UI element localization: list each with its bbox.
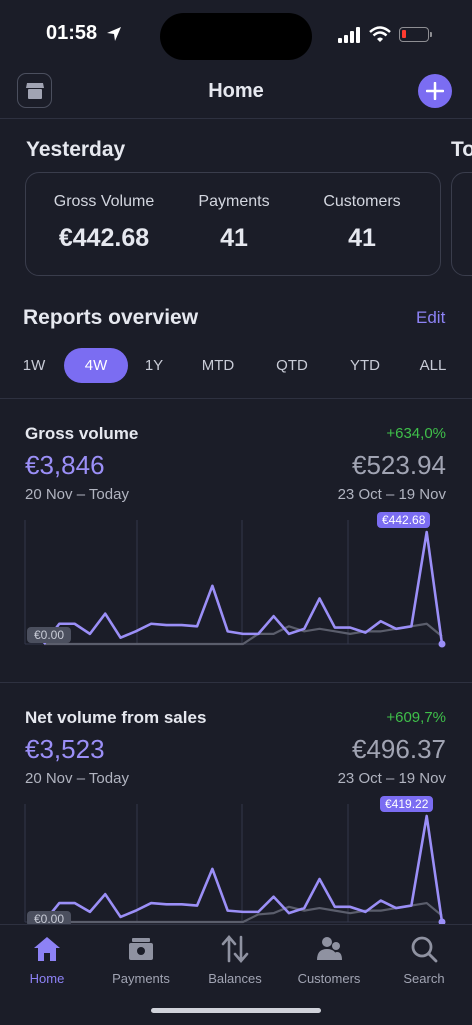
tab-label: Home [29, 971, 65, 986]
net-volume-prev-value: €496.37 [352, 734, 446, 764]
end-point-marker [438, 640, 446, 648]
balances-icon [221, 935, 249, 963]
current-period-line [42, 814, 444, 923]
metric-customers: Customers 41 [310, 193, 414, 253]
reports-divider [0, 398, 472, 399]
metric-value: 41 [348, 224, 376, 252]
metric-label: Customers [323, 193, 401, 210]
net-volume-prev-period: 23 Oct – 19 Nov [337, 770, 446, 787]
gross-volume-value: €3,846 [25, 450, 105, 480]
metric-gross-volume: Gross Volume €442.68 [40, 193, 168, 253]
reports-title: Reports overview [23, 306, 199, 329]
net-volume-period: 20 Nov – Today [25, 770, 129, 787]
gross-volume-max-badge: €442.68 [377, 512, 431, 528]
battery-icon [399, 27, 432, 42]
range-tab-1w[interactable]: 1W [22, 357, 46, 374]
tab-customers[interactable]: Customers [282, 933, 376, 986]
tab-payments[interactable]: Payments [94, 933, 188, 986]
current-period-line [42, 530, 444, 645]
net-volume-min-badge: €0.00 [27, 911, 72, 927]
metric-value: €442.68 [58, 224, 150, 252]
net-volume-value: €3,523 [25, 734, 105, 764]
wifi-icon [369, 26, 391, 42]
edit-reports-link[interactable]: Edit [416, 308, 446, 327]
signal-icon [338, 27, 360, 43]
tab-label: Search [403, 971, 445, 986]
home-icon [34, 937, 60, 961]
yesterday-summary-card[interactable]: Gross Volume €442.68 Payments 41 Custome… [25, 172, 441, 276]
gross-volume-prev-value: €523.94 [352, 450, 446, 480]
tab-search[interactable]: Search [377, 933, 471, 986]
store-icon [25, 82, 44, 99]
gross-volume-title: Gross volume [25, 424, 139, 443]
header-divider [0, 118, 472, 119]
status-time: 01:58 [46, 22, 98, 44]
page-title: Home [208, 80, 264, 102]
customers-icon [317, 937, 342, 960]
tab-label: Customers [297, 971, 361, 986]
add-button[interactable] [418, 74, 452, 108]
metric-value: 41 [220, 224, 248, 252]
tab-label: Balances [208, 971, 262, 986]
today-summary-card-partial[interactable] [451, 172, 472, 276]
range-tab-1y[interactable]: 1Y [144, 357, 164, 374]
payments-icon [129, 938, 153, 960]
previous-period-line [44, 622, 443, 646]
net-volume-max-badge: €419.22 [380, 796, 434, 812]
gross-volume-period: 20 Nov – Today [25, 486, 129, 503]
store-button[interactable] [17, 73, 52, 108]
range-tab-4w[interactable]: 4W [64, 348, 128, 383]
range-tab-all[interactable]: ALL [419, 357, 447, 374]
tab-balances[interactable]: Balances [188, 933, 282, 986]
tab-label: Payments [112, 971, 170, 986]
range-tab-qtd[interactable]: QTD [276, 357, 308, 374]
location-arrow-icon [107, 27, 121, 41]
gross-volume-prev-period: 23 Oct – 19 Nov [337, 486, 446, 503]
search-icon [411, 936, 438, 963]
metric-label: Payments [198, 193, 270, 210]
range-tab-mtd[interactable]: MTD [201, 357, 235, 374]
home-indicator [151, 1008, 321, 1013]
net-volume-title: Net volume from sales [25, 708, 207, 727]
tab-home[interactable]: Home [0, 933, 94, 986]
gross-volume-change: +634,0% [386, 425, 446, 442]
yesterday-title: Yesterday [26, 138, 126, 161]
today-title-partial: To [451, 138, 472, 161]
gross-volume-chart[interactable] [0, 510, 472, 660]
net-volume-chart[interactable] [0, 794, 472, 924]
section-divider [0, 682, 472, 683]
range-tab-ytd[interactable]: YTD [350, 357, 380, 374]
end-point-marker [438, 918, 446, 924]
metric-label: Gross Volume [53, 193, 155, 210]
dynamic-island [160, 13, 312, 60]
metric-payments: Payments 41 [186, 193, 282, 253]
plus-icon [426, 82, 444, 100]
net-volume-change: +609,7% [386, 709, 446, 726]
gross-volume-min-badge: €0.00 [27, 627, 72, 643]
previous-period-line [44, 901, 443, 924]
